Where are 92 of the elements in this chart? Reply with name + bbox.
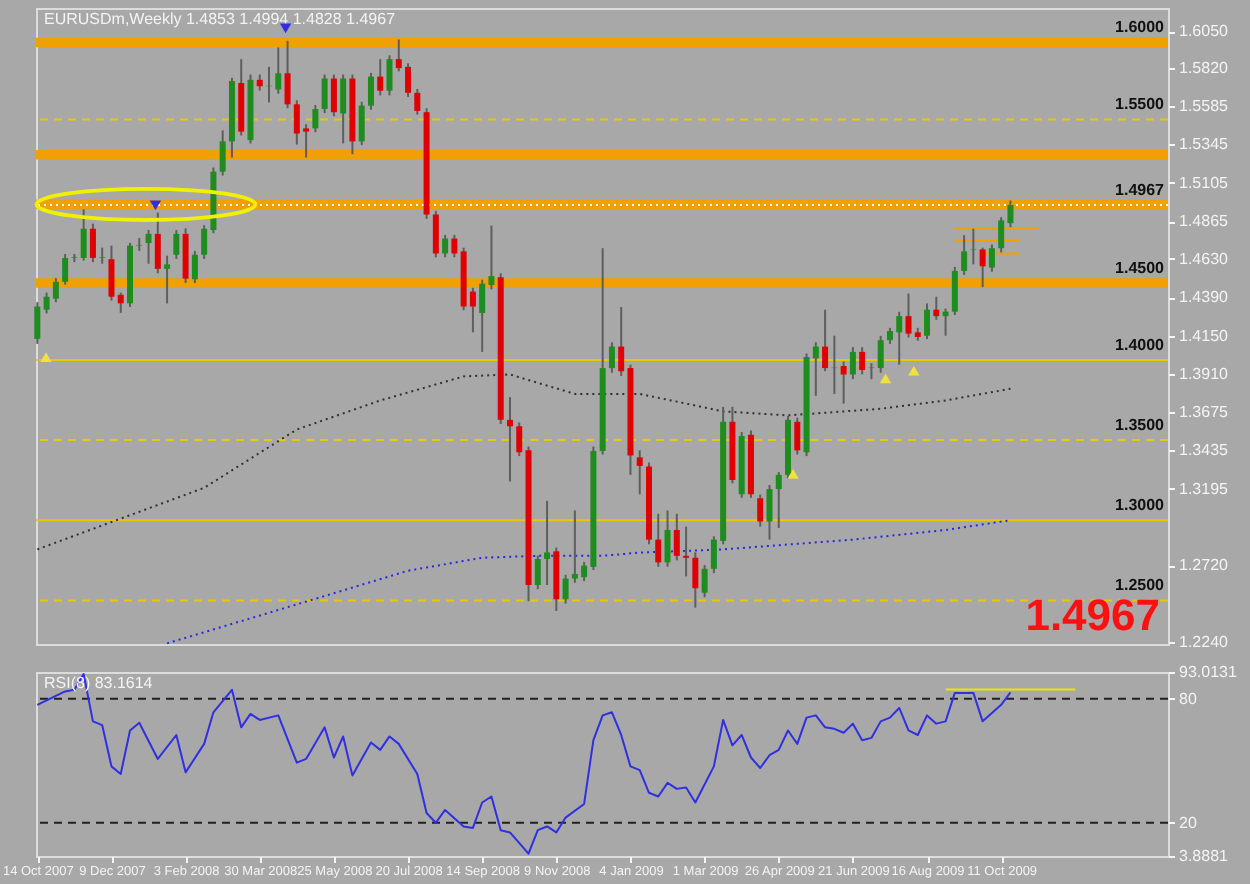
ref-line-label: 1.3500 <box>1115 416 1166 435</box>
candlestick <box>757 493 764 528</box>
y-tick-label: 1.3910 <box>1179 365 1230 384</box>
line-series <box>36 673 1012 855</box>
candlestick <box>664 509 671 568</box>
y-tick-label: 1.4630 <box>1179 249 1230 268</box>
ref-line-label: 1.4967 <box>1115 180 1166 199</box>
chart-title: EURUSDm,Weekly 1.4853 1.4994 1.4828 1.4967 <box>44 10 397 28</box>
candlestick <box>173 229 180 260</box>
candlestick <box>108 244 115 302</box>
candlestick <box>840 360 847 405</box>
candlestick <box>136 237 143 252</box>
candlestick <box>608 341 615 374</box>
y-tick-label: 1.2720 <box>1179 556 1230 575</box>
candlestick <box>933 295 940 321</box>
candlestick <box>562 573 569 605</box>
candlestick <box>219 129 226 177</box>
candlestick <box>62 253 69 286</box>
candlestick <box>636 449 643 496</box>
y-tick-label: 20 <box>1179 813 1198 832</box>
candlestick <box>321 73 328 115</box>
y-tick-label: 80 <box>1179 689 1198 708</box>
band-label: 1.4500 <box>1115 258 1166 277</box>
candlestick <box>979 246 986 289</box>
candlestick <box>34 301 41 345</box>
candlestick <box>849 346 856 381</box>
candlestick <box>358 100 365 147</box>
candlestick <box>442 233 449 259</box>
candlestick <box>340 73 347 145</box>
candlestick <box>367 71 374 111</box>
candlestick <box>822 308 829 373</box>
candlestick <box>89 222 96 264</box>
candlestick <box>534 554 541 591</box>
candlestick <box>961 234 968 276</box>
candlestick <box>330 73 337 118</box>
candlestick <box>506 396 513 483</box>
ref-line-label: 1.4000 <box>1115 335 1166 354</box>
y-tick-label: 1.5345 <box>1179 135 1230 154</box>
y-tick-label: 1.4150 <box>1179 326 1230 345</box>
y-tick-label: 3.8881 <box>1179 847 1230 865</box>
candlestick <box>432 209 439 259</box>
candlestick <box>164 254 171 305</box>
y-tick-label: 1.3195 <box>1179 479 1230 498</box>
candlestick <box>117 291 124 314</box>
candlestick <box>182 227 189 284</box>
candlestick <box>312 104 319 134</box>
candlestick <box>683 525 690 578</box>
candlestick <box>191 249 198 284</box>
candlestick <box>145 229 152 265</box>
ref-line-label: 1.2500 <box>1115 576 1166 595</box>
candlestick <box>701 564 708 599</box>
candlestick <box>673 512 680 562</box>
candlestick <box>451 233 458 259</box>
candlestick <box>80 208 87 262</box>
candlestick <box>377 58 384 97</box>
candlestick <box>516 421 523 458</box>
y-tick-label: 1.5105 <box>1179 173 1230 192</box>
candlestick <box>284 39 291 110</box>
candlestick <box>655 512 662 568</box>
candlestick <box>414 87 421 116</box>
y-tick-label: 1.4390 <box>1179 288 1230 307</box>
candlestick <box>877 334 884 374</box>
candlestick <box>766 483 773 541</box>
candlestick <box>52 277 59 304</box>
candlestick <box>988 243 995 273</box>
y-tick-label: 1.6050 <box>1179 22 1230 41</box>
ref-line-label: 1.3000 <box>1115 496 1166 515</box>
candlestick <box>692 551 699 609</box>
candlestick <box>951 265 958 317</box>
candlestick <box>99 246 106 265</box>
y-tick-label: 1.5820 <box>1179 59 1230 78</box>
annotation: 1.4967 <box>1025 590 1160 640</box>
candlestick <box>553 546 560 612</box>
candlestick <box>479 278 486 353</box>
y-tick-label: 1.2240 <box>1179 633 1230 652</box>
candlestick <box>275 46 282 95</box>
y-tick-label: 1.4865 <box>1179 212 1230 231</box>
y-tick-label: 93.0131 <box>1179 663 1238 681</box>
candlestick <box>794 416 801 456</box>
candlestick <box>544 499 551 586</box>
band-label: 1.6000 <box>1115 18 1166 37</box>
y-tick-label: 1.5585 <box>1179 96 1230 115</box>
candlestick <box>924 302 931 341</box>
y-tick-label: 1.3675 <box>1179 403 1230 422</box>
line-series <box>166 519 1012 645</box>
candlestick <box>859 346 866 376</box>
candlestick <box>775 471 782 529</box>
line-series <box>36 373 1012 551</box>
candlestick <box>386 54 393 97</box>
y-tick-label: 1.3435 <box>1179 441 1230 460</box>
candlestick <box>154 211 161 275</box>
ref-line-label: 1.5500 <box>1115 95 1166 114</box>
